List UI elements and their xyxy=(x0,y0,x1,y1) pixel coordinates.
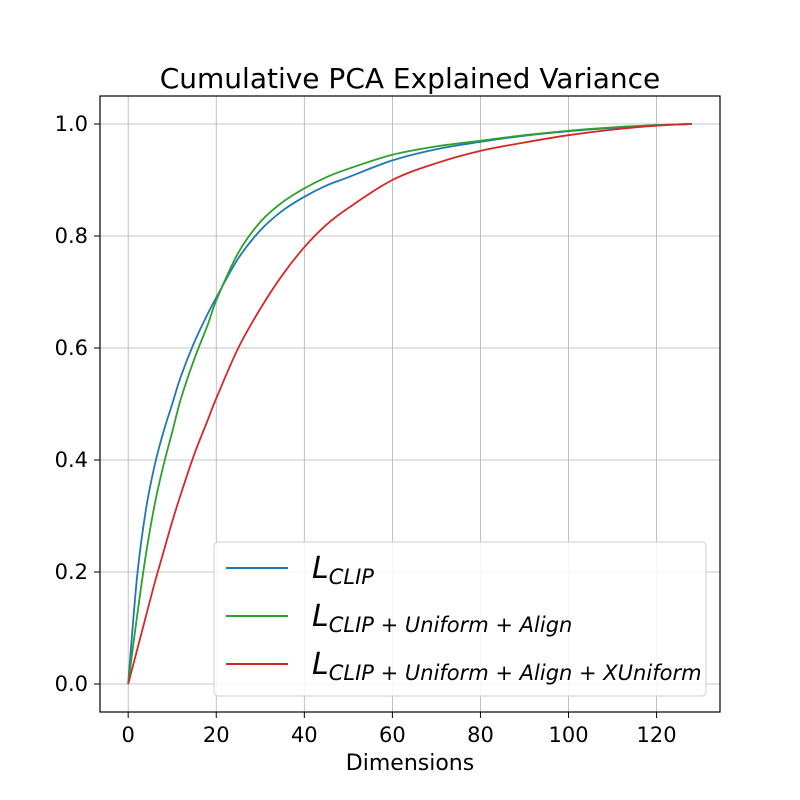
grid xyxy=(100,96,720,712)
y-tick-label: 1.0 xyxy=(55,112,88,136)
x-tick-label: 100 xyxy=(548,723,588,747)
legend-label-subscript: CLIP + Uniform + Align + XUniform xyxy=(329,661,702,685)
x-tick-label: 20 xyxy=(203,723,230,747)
x-tick-label: 120 xyxy=(637,723,677,747)
x-axis-ticks: 0 20 40 60 80 100 120 xyxy=(121,712,677,747)
legend-label-subscript: CLIP xyxy=(329,565,375,589)
legend-label-0: LCLIP xyxy=(312,551,374,589)
legend-label-main: L xyxy=(312,551,329,586)
x-tick-label: 80 xyxy=(467,723,494,747)
x-tick-label: 60 xyxy=(379,723,406,747)
legend-label-1: LCLIP + Uniform + Align xyxy=(312,599,572,637)
series-line-1 xyxy=(127,123,692,685)
y-tick-label: 0.0 xyxy=(55,672,88,696)
y-axis-ticks: 0.0 0.2 0.4 0.6 0.8 1.0 xyxy=(55,112,100,696)
series-lines xyxy=(127,123,692,685)
x-tick-label: 0 xyxy=(121,723,134,747)
y-tick-label: 0.2 xyxy=(55,560,88,584)
y-tick-label: 0.6 xyxy=(55,336,88,360)
y-tick-label: 0.8 xyxy=(55,224,88,248)
legend-box xyxy=(213,541,707,697)
plot-frame xyxy=(99,95,721,713)
legend-label-main: L xyxy=(312,599,329,634)
y-tick-label: 0.4 xyxy=(55,448,88,472)
x-axis-label: Dimensions xyxy=(346,751,474,776)
legend-label-subscript: CLIP + Uniform + Align xyxy=(329,613,573,637)
legend-label-main: L xyxy=(312,647,329,682)
x-tick-label: 40 xyxy=(291,723,318,747)
legend-label-2: LCLIP + Uniform + Align + XUniform xyxy=(312,647,702,685)
chart-title: Cumulative PCA Explained Variance xyxy=(160,62,661,95)
series-line-2 xyxy=(127,123,692,685)
